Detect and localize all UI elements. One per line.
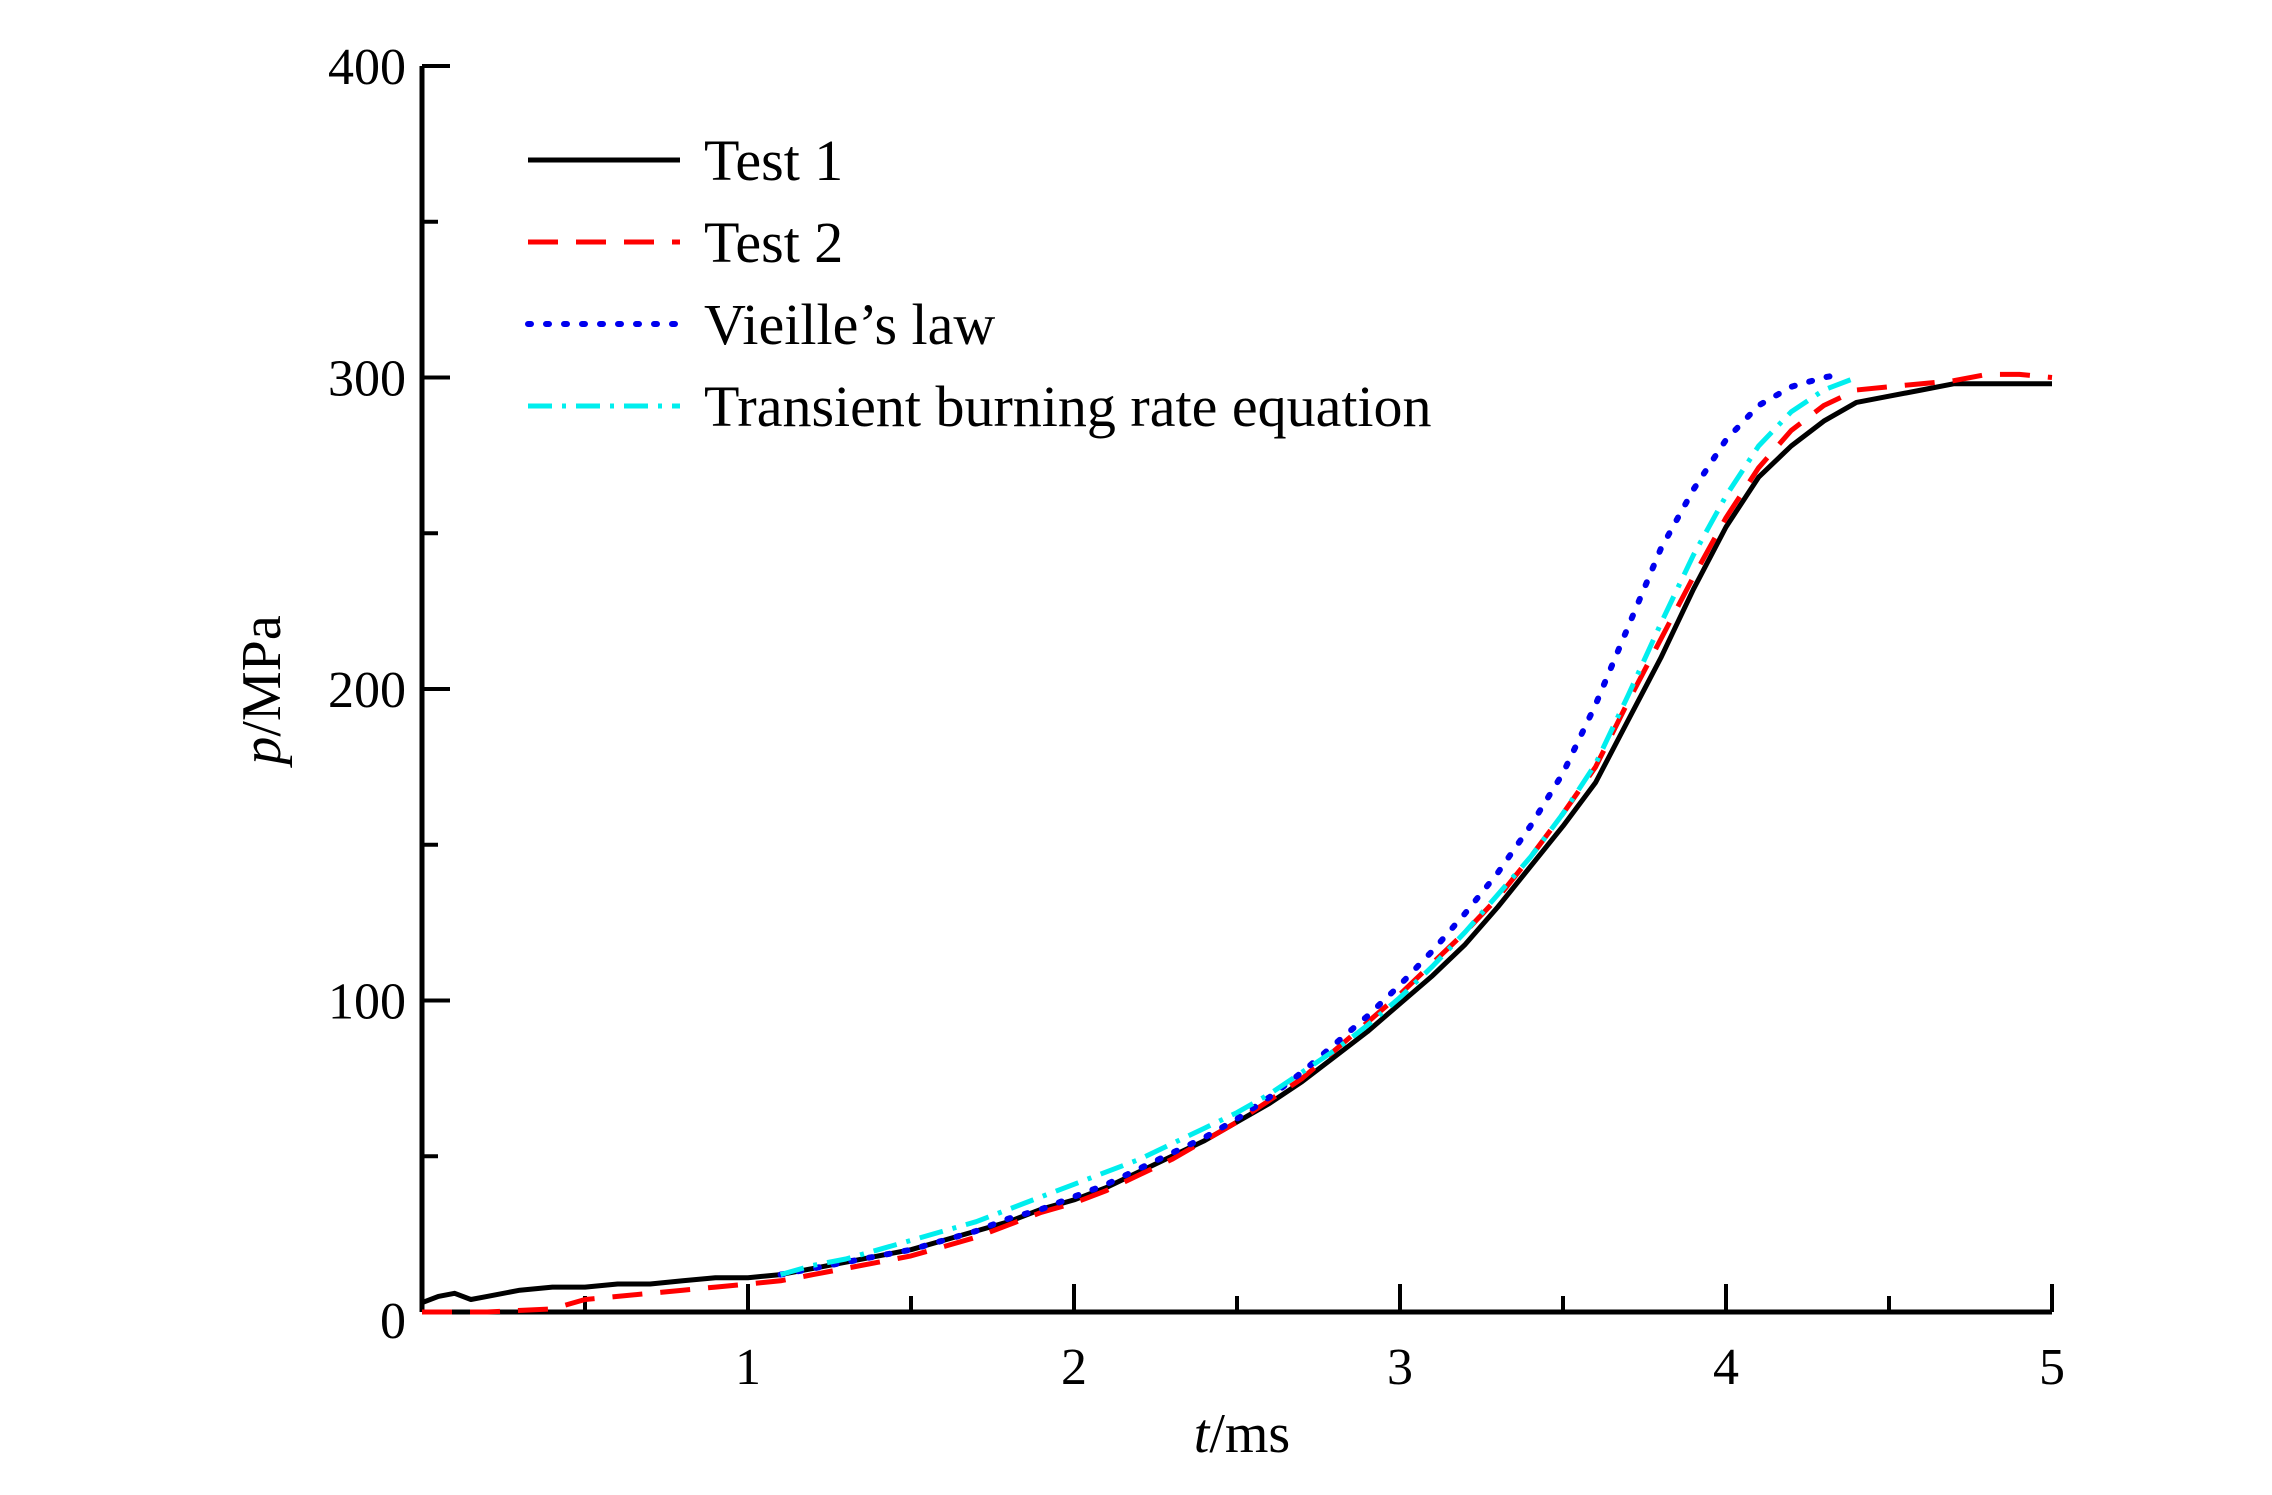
series-line-3 [777, 371, 1844, 1278]
axes [419, 66, 2052, 1315]
x-tick-label: 5 [2039, 1339, 2065, 1396]
x-axis-label: t/ms [1194, 1403, 1290, 1465]
x-tick-label: 1 [735, 1339, 761, 1396]
tick-labels: 1 2 3 4 5 100 200 300 400 0 [328, 39, 2065, 1396]
y-tick-label: 300 [328, 351, 406, 408]
series-lines [421, 371, 2053, 1315]
x-tick-label: 2 [1061, 1339, 1087, 1396]
legend: Test 1 Test 2 Vieille’s law Transient burni… [525, 128, 1432, 439]
legend-label: Test 2 [704, 210, 843, 275]
series-line-4 [779, 375, 1858, 1278]
x-tick-label: 3 [1387, 1339, 1413, 1396]
series-line-2 [422, 371, 2053, 1315]
x-tick-label: 4 [1713, 1339, 1739, 1396]
ticks [422, 64, 2054, 1312]
legend-label: Vieille’s law [704, 292, 995, 357]
legend-label: Test 1 [704, 128, 843, 193]
y-tick-label: 400 [328, 39, 406, 96]
legend-label: Transient burning rate equation [704, 374, 1432, 439]
y-tick-label: 200 [328, 662, 406, 719]
series-line-1 [421, 381, 2052, 1306]
y-tick-label: 100 [328, 974, 406, 1031]
origin-tick-label: 0 [380, 1293, 406, 1350]
y-axis-label: p/MPa [231, 615, 293, 768]
